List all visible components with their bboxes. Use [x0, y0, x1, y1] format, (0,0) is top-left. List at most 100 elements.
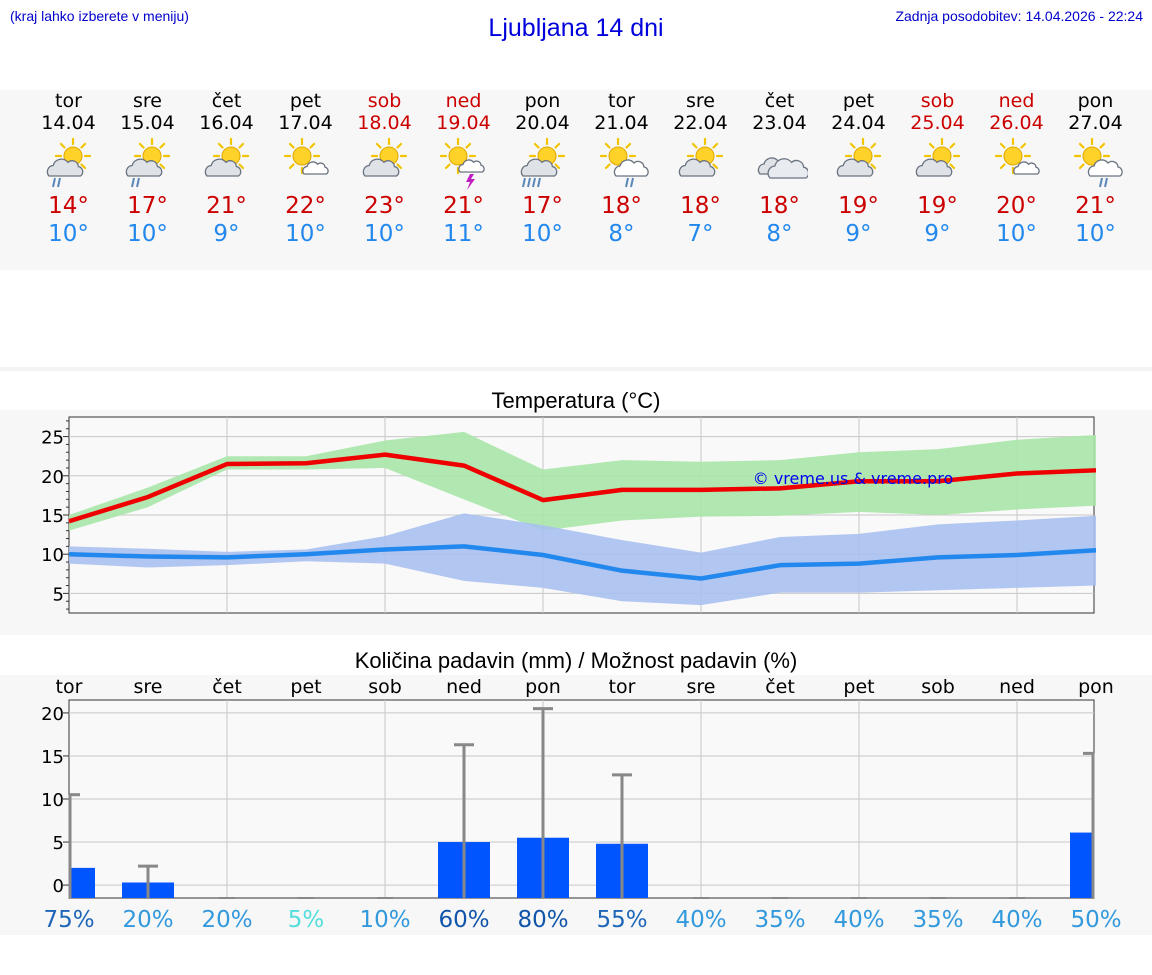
- day-forecast: tor 14.04 14° 10°: [29, 90, 108, 248]
- max-temperature: 22°: [285, 193, 326, 219]
- precipitation-probability: 10%: [359, 907, 410, 933]
- day-label: pet: [843, 676, 874, 698]
- precipitation-probability: 40%: [991, 907, 1042, 933]
- day-date: 21.04: [594, 112, 649, 134]
- day-forecast: pon 20.04 17° 10°: [503, 90, 582, 248]
- day-date: 18.04: [357, 112, 412, 134]
- min-temperature-range-band: [69, 513, 1096, 606]
- precipitation-probability: 80%: [517, 907, 568, 933]
- precipitation-probability: 5%: [288, 907, 325, 933]
- max-temperature: 21°: [206, 193, 247, 219]
- partly-cloudy-sun-rain-icon: [46, 138, 91, 188]
- min-temperature: 10°: [127, 221, 168, 247]
- partly-cloudy-sun-icon: [362, 138, 407, 177]
- day-label: pon: [1078, 676, 1114, 698]
- max-temperature: 18°: [601, 193, 642, 219]
- precipitation-probability: 20%: [122, 907, 173, 933]
- min-temperature: 10°: [285, 221, 326, 247]
- page-title: Ljubljana 14 dni: [488, 14, 664, 42]
- max-temperature: 17°: [522, 193, 563, 219]
- min-temperature: 11°: [443, 221, 484, 247]
- min-temperature: 9°: [213, 221, 240, 247]
- day-label: čet: [212, 676, 242, 698]
- day-forecast: sob 18.04 23° 10°: [345, 90, 424, 248]
- day-forecast: sob 25.04 19° 9°: [898, 90, 977, 248]
- day-forecast: pet 24.04 19° 9°: [819, 90, 898, 248]
- precipitation-chart: tor sre čet pet sob ned pon tor sre čet pet sob ned p…: [41, 676, 1121, 933]
- day-label: pet: [290, 676, 321, 698]
- precipitation-probability: 55%: [596, 907, 647, 933]
- day-date: 22.04: [673, 112, 728, 134]
- day-date: 24.04: [831, 112, 886, 134]
- max-temperature-range-band: [69, 431, 1096, 531]
- max-temperature-line: [68, 452, 1097, 524]
- day-forecast: pet 17.04 22° 10°: [266, 90, 345, 248]
- day-forecast: ned 26.04 20° 10°: [977, 90, 1056, 248]
- sun-small-cloud-icon: [994, 138, 1040, 175]
- temperature-chart: 5 10 15 20 25 © vreme.us & vreme.pro: [41, 416, 1097, 614]
- day-name: pon: [1077, 90, 1114, 112]
- divider: [0, 367, 1152, 371]
- last-updated: Zadnja posodobitev: 14.04.2026 - 22:24: [895, 8, 1143, 24]
- day-name: ned: [998, 90, 1035, 112]
- day-date: 20.04: [515, 112, 570, 134]
- sun-cloud-rain-icon: [599, 138, 649, 188]
- day-forecast: sre 15.04 17° 10°: [108, 90, 187, 248]
- day-forecast: ned 19.04 21° 11°: [424, 90, 503, 248]
- day-forecast: tor 21.04 18° 8°: [582, 90, 661, 248]
- min-temperature: 10°: [48, 221, 89, 247]
- day-name: sre: [133, 90, 162, 112]
- partly-cloudy-sun-icon: [836, 138, 881, 177]
- day-name: sre: [686, 90, 715, 112]
- day-name: čet: [211, 90, 242, 112]
- y-tick-label: 5: [53, 833, 64, 854]
- precipitation-probability: 60%: [438, 907, 489, 933]
- min-temperature: 9°: [924, 221, 951, 247]
- day-forecast: čet 16.04 21° 9°: [187, 90, 266, 248]
- watermark: © vreme.us & vreme.pro: [753, 469, 954, 488]
- day-name: tor: [55, 90, 82, 112]
- day-date: 17.04: [278, 112, 333, 134]
- min-temperature-line: [68, 544, 1097, 581]
- day-name: pet: [289, 90, 322, 112]
- precipitation-probability: 50%: [1070, 907, 1121, 933]
- sun-cloud-rain-icon: [1073, 138, 1123, 188]
- min-temperature: 8°: [608, 221, 635, 247]
- max-temperature: 14°: [48, 193, 89, 219]
- max-temperature: 23°: [364, 193, 405, 219]
- precipitation-bar: [1070, 832, 1094, 898]
- partly-cloudy-sun-rain-icon: [125, 138, 170, 188]
- day-label: sre: [687, 676, 716, 698]
- precipitation-probability: 20%: [201, 907, 252, 933]
- precipitation-chart-title: Količina padavin (mm) / Možnost padavin …: [354, 648, 798, 673]
- day-name: ned: [445, 90, 482, 112]
- precipitation-probability: 40%: [833, 907, 884, 933]
- max-temperature: 20°: [996, 193, 1037, 219]
- partly-cloudy-sun-heavy-rain-icon: [520, 138, 565, 188]
- precipitation-bar: [69, 867, 95, 898]
- day-label: ned: [446, 676, 482, 698]
- day-label: tor: [609, 676, 636, 698]
- day-forecast: pon 27.04 21° 10°: [1056, 90, 1135, 248]
- day-date: 19.04: [436, 112, 491, 134]
- partly-cloudy-sun-icon: [915, 138, 960, 177]
- min-temperature: 9°: [845, 221, 872, 247]
- max-temperature: 19°: [917, 193, 958, 219]
- y-tick-label: 20: [41, 704, 64, 725]
- y-tick-label: 20: [41, 467, 64, 488]
- day-label: sob: [368, 676, 402, 698]
- partly-cloudy-sun-icon: [678, 138, 723, 177]
- max-temperature: 17°: [127, 193, 168, 219]
- day-label: pon: [525, 676, 561, 698]
- location-note: (kraj lahko izberete v meniju): [10, 8, 189, 24]
- y-tick-label: 0: [53, 876, 64, 897]
- partly-cloudy-sun-icon: [204, 138, 249, 177]
- y-tick-label: 15: [41, 747, 64, 768]
- day-name: pet: [842, 90, 875, 112]
- day-date: 25.04: [910, 112, 965, 134]
- day-label: ned: [999, 676, 1035, 698]
- day-name: sob: [367, 90, 402, 112]
- max-temperature: 21°: [443, 193, 484, 219]
- y-tick-label: 10: [41, 545, 64, 566]
- min-temperature: 8°: [766, 221, 793, 247]
